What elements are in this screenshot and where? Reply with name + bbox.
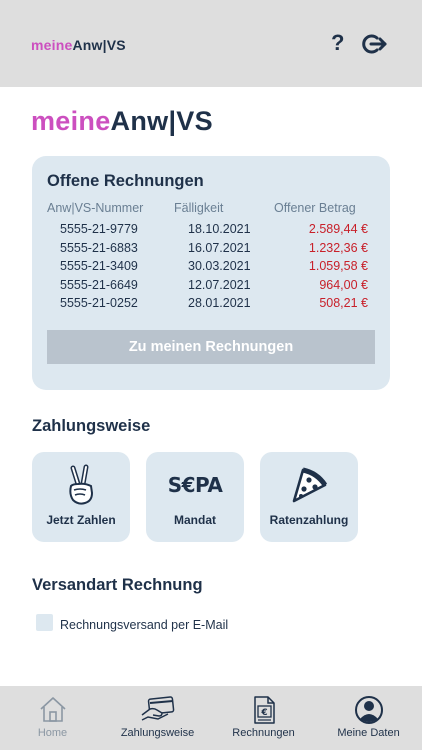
column-header-number: Anw|VS-Nummer (47, 201, 144, 215)
invoice-amount: 1.059,58 € (308, 259, 368, 273)
home-icon (0, 695, 105, 725)
shipping-section-title: Versandart Rechnung (32, 576, 203, 594)
invoice-amount: 2.589,44 € (308, 222, 368, 236)
open-invoices-title: Offene Rechnungen (47, 172, 204, 190)
logout-icon[interactable] (362, 33, 388, 55)
invoice-number: 5555-21-6883 (60, 240, 138, 255)
invoice-due-date: 30.03.2021 (188, 259, 251, 273)
table-row[interactable]: 5555-21-9779 18.10.2021 2.589,44 € (32, 220, 390, 239)
tab-home[interactable]: Home (0, 686, 105, 750)
invoice-number: 5555-21-3409 (60, 259, 138, 273)
invoice-due-date: 28.01.2021 (188, 296, 251, 310)
invoice-due-date: 16.07.2021 (188, 240, 251, 255)
tab-my-data-label: Meine Daten (337, 727, 400, 739)
pizza-slice-icon (260, 464, 358, 506)
installment-tile[interactable]: Ratenzahlung (260, 452, 358, 542)
header-logo: meineAnw|VS (31, 37, 126, 53)
mandate-label: Mandat (174, 513, 216, 527)
victory-hand-icon (32, 464, 130, 506)
to-my-invoices-button[interactable]: Zu meinen Rechnungen (47, 330, 375, 364)
top-bar: meineAnw|VS ? (0, 0, 422, 87)
email-invoice-checkbox[interactable] (36, 614, 53, 631)
card-payment-icon (105, 695, 210, 725)
table-row[interactable]: 5555-21-3409 30.03.2021 1.059,58 € (32, 257, 390, 276)
tab-home-label: Home (37, 727, 68, 739)
invoice-number: 5555-21-0252 (60, 296, 138, 310)
invoice-amount: 1.232,36 € (308, 240, 368, 255)
tab-my-data[interactable]: Meine Daten (316, 686, 421, 750)
invoice-document-icon: € (211, 695, 316, 725)
table-row[interactable]: 5555-21-6883 16.07.2021 1.232,36 € (32, 239, 390, 258)
brand-logo: meineAnw|VS (31, 106, 213, 136)
sepa-logo-icon: S€PA (167, 473, 223, 497)
tab-payment[interactable]: Zahlungsweise (105, 686, 210, 750)
bottom-tab-bar: Home Zahlungsweise € Rechnungen (0, 686, 422, 750)
invoice-amount: 964,00 € (319, 277, 368, 292)
tab-invoices-label: Rechnungen (232, 727, 295, 739)
invoice-number: 5555-21-6649 (60, 277, 138, 292)
pay-now-tile[interactable]: Jetzt Zahlen (32, 452, 130, 542)
invoice-table: 5555-21-9779 18.10.2021 2.589,44 € 5555-… (32, 220, 390, 313)
invoice-due-date: 18.10.2021 (188, 222, 251, 236)
column-header-amount: Offener Betrag (274, 201, 356, 215)
table-row[interactable]: 5555-21-0252 28.01.2021 508,21 € (32, 294, 390, 313)
open-invoices-card: Offene Rechnungen Anw|VS-Nummer Fälligke… (32, 156, 390, 390)
tab-invoices[interactable]: € Rechnungen (211, 686, 316, 750)
svg-text:€: € (260, 708, 267, 718)
email-invoice-label: Rechnungsversand per E-Mail (60, 618, 229, 632)
mandate-tile[interactable]: S€PA Mandat (146, 452, 244, 542)
invoice-number: 5555-21-9779 (60, 222, 138, 236)
pay-now-label: Jetzt Zahlen (46, 513, 116, 527)
user-avatar-icon (316, 695, 421, 725)
installment-label: Ratenzahlung (269, 513, 349, 527)
invoice-due-date: 12.07.2021 (188, 277, 251, 292)
invoice-amount: 508,21 € (319, 296, 368, 310)
column-header-due: Fälligkeit (174, 201, 224, 215)
payment-section-title: Zahlungsweise (32, 417, 151, 435)
tab-payment-label: Zahlungsweise (120, 727, 195, 739)
help-icon[interactable]: ? (331, 30, 345, 55)
table-row[interactable]: 5555-21-6649 12.07.2021 964,00 € (32, 276, 390, 295)
